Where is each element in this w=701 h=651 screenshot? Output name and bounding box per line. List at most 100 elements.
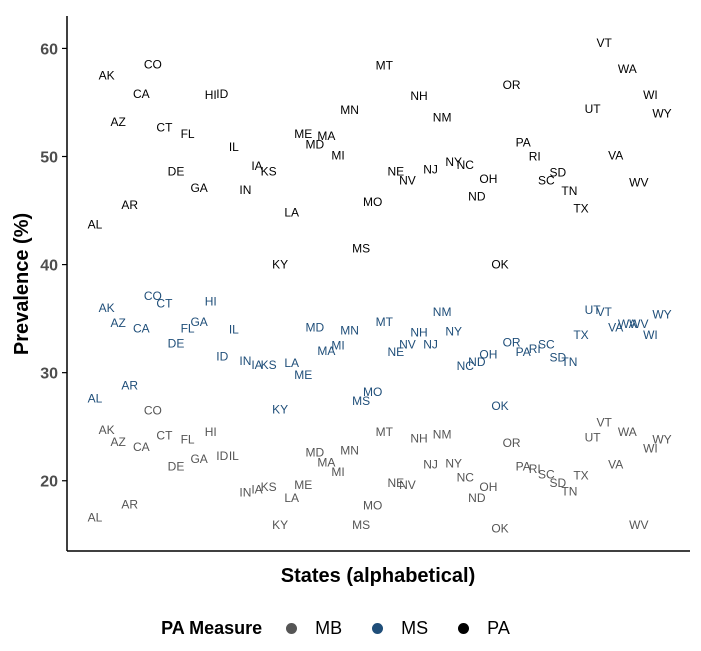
y-tick-label: 20 (40, 474, 58, 491)
point-label-pa-il: IL (229, 140, 239, 154)
point-label-ms-ak: AK (99, 301, 115, 315)
point-label-ms-nm: NM (433, 305, 452, 319)
point-label-mb-id: ID (216, 449, 228, 463)
point-label-ms-nh: NH (410, 326, 427, 340)
point-label-mb-ak: AK (99, 423, 115, 437)
point-label-pa-nh: NH (410, 89, 427, 103)
point-label-mb-nj: NJ (423, 458, 438, 472)
y-axis-title: Prevalence (%) (11, 213, 33, 355)
point-label-ms-vt: VT (596, 305, 612, 319)
legend-item-pa: PA (458, 618, 510, 639)
point-label-ms-nc: NC (457, 359, 475, 373)
point-label-ms-ms: MS (352, 394, 370, 408)
point-label-mb-az: AZ (110, 435, 125, 449)
point-label-pa-md: MD (306, 138, 325, 152)
point-label-mb-ok: OK (491, 521, 508, 535)
point-label-ms-wi: WI (643, 328, 658, 342)
point-label-mb-nd: ND (468, 491, 486, 505)
point-label-ms-ct: CT (156, 296, 173, 310)
point-label-pa-ky: KY (272, 258, 288, 272)
point-label-ms-az: AZ (110, 316, 125, 330)
point-label-ms-tn: TN (561, 355, 577, 369)
point-label-pa-nd: ND (468, 189, 486, 203)
point-label-pa-pa: PA (516, 135, 531, 149)
point-label-ms-va: VA (608, 320, 623, 334)
y-ticks: 20 30 40 50 60 (40, 41, 67, 491)
point-label-pa-mo: MO (363, 195, 382, 209)
point-label-pa-sd: SD (550, 166, 567, 180)
point-label-ms-sc: SC (538, 338, 555, 352)
point-label-pa-ar: AR (121, 198, 138, 212)
point-label-ms-ar: AR (121, 379, 138, 393)
point-label-pa-wv: WV (629, 175, 648, 189)
point-label-mb-ga: GA (190, 452, 207, 466)
point-label-pa-nm: NM (433, 111, 452, 125)
point-label-mb-wi: WI (643, 441, 658, 455)
point-label-mb-oh: OH (479, 480, 497, 494)
legend-label-pa: PA (487, 618, 510, 638)
point-label-ms-hi: HI (205, 294, 217, 308)
point-label-ms-mo: MO (363, 385, 382, 399)
y-tick-label: 30 (40, 366, 58, 383)
legend-item-ms: MS (372, 618, 428, 639)
point-label-ms-nj: NJ (423, 338, 438, 352)
point-label-mb-tx: TX (573, 468, 588, 482)
point-label-pa-az: AZ (110, 115, 125, 129)
point-label-ms-wv: WV (629, 317, 648, 331)
y-tick-label: 50 (40, 150, 58, 167)
point-label-mb-de: DE (168, 460, 185, 474)
point-label-pa-ny: NY (445, 155, 462, 169)
point-label-mb-va: VA (608, 458, 623, 472)
point-label-pa-ia: IA (251, 159, 262, 173)
point-label-pa-hi: HI (205, 88, 217, 102)
point-label-ms-ma: MA (317, 344, 335, 358)
point-label-mb-mi: MI (331, 465, 344, 479)
point-label-pa-de: DE (168, 165, 185, 179)
point-label-ms-ny: NY (445, 325, 462, 339)
point-label-mb-vt: VT (596, 415, 612, 429)
y-tick-label: 60 (40, 41, 58, 58)
point-label-mb-ia: IA (251, 482, 262, 496)
point-label-ms-il: IL (229, 322, 239, 336)
point-label-pa-wi: WI (643, 88, 658, 102)
point-label-ms-pa: PA (516, 345, 531, 359)
point-label-ms-mn: MN (340, 324, 359, 338)
point-label-pa-id: ID (216, 87, 228, 101)
point-label-pa-oh: OH (479, 172, 497, 186)
point-label-pa-in: IN (239, 183, 251, 197)
point-label-pa-ne: NE (388, 165, 405, 179)
legend-dot-ms (372, 623, 384, 634)
point-label-pa-me: ME (294, 127, 312, 141)
point-label-mb-ne: NE (388, 476, 405, 490)
point-label-mb-al: AL (88, 510, 103, 524)
point-label-mb-wa: WA (618, 425, 637, 439)
point-label-pa-ut: UT (585, 102, 602, 116)
point-label-pa-fl: FL (181, 127, 195, 141)
point-label-mb-mt: MT (376, 425, 394, 439)
point-label-pa-wa: WA (618, 62, 637, 76)
point-label-ms-al: AL (88, 392, 103, 406)
legend-label-mb: MB (315, 618, 343, 638)
point-label-pa-ga: GA (190, 181, 207, 195)
point-label-ms-me: ME (294, 368, 312, 382)
point-label-ms-md: MD (306, 320, 325, 334)
legend-title: PA Measure (161, 618, 263, 638)
point-label-mb-ms: MS (352, 518, 370, 532)
point-label-ms-ut: UT (585, 303, 602, 317)
point-label-ms-mt: MT (376, 315, 394, 329)
x-axis-title: States (alphabetical) (281, 565, 476, 587)
point-label-ms-ks: KS (261, 358, 277, 372)
point-label-mb-il: IL (229, 449, 239, 463)
point-label-mb-ny: NY (445, 456, 462, 470)
legend-label-ms: MS (401, 618, 429, 638)
point-label-mb-nv: NV (399, 478, 416, 492)
point-label-mb-ks: KS (261, 480, 277, 494)
point-label-pa-vt: VT (596, 36, 612, 50)
point-label-ms-wy: WY (652, 307, 671, 321)
point-label-mb-wv: WV (629, 518, 648, 532)
point-label-pa-nj: NJ (423, 162, 438, 176)
